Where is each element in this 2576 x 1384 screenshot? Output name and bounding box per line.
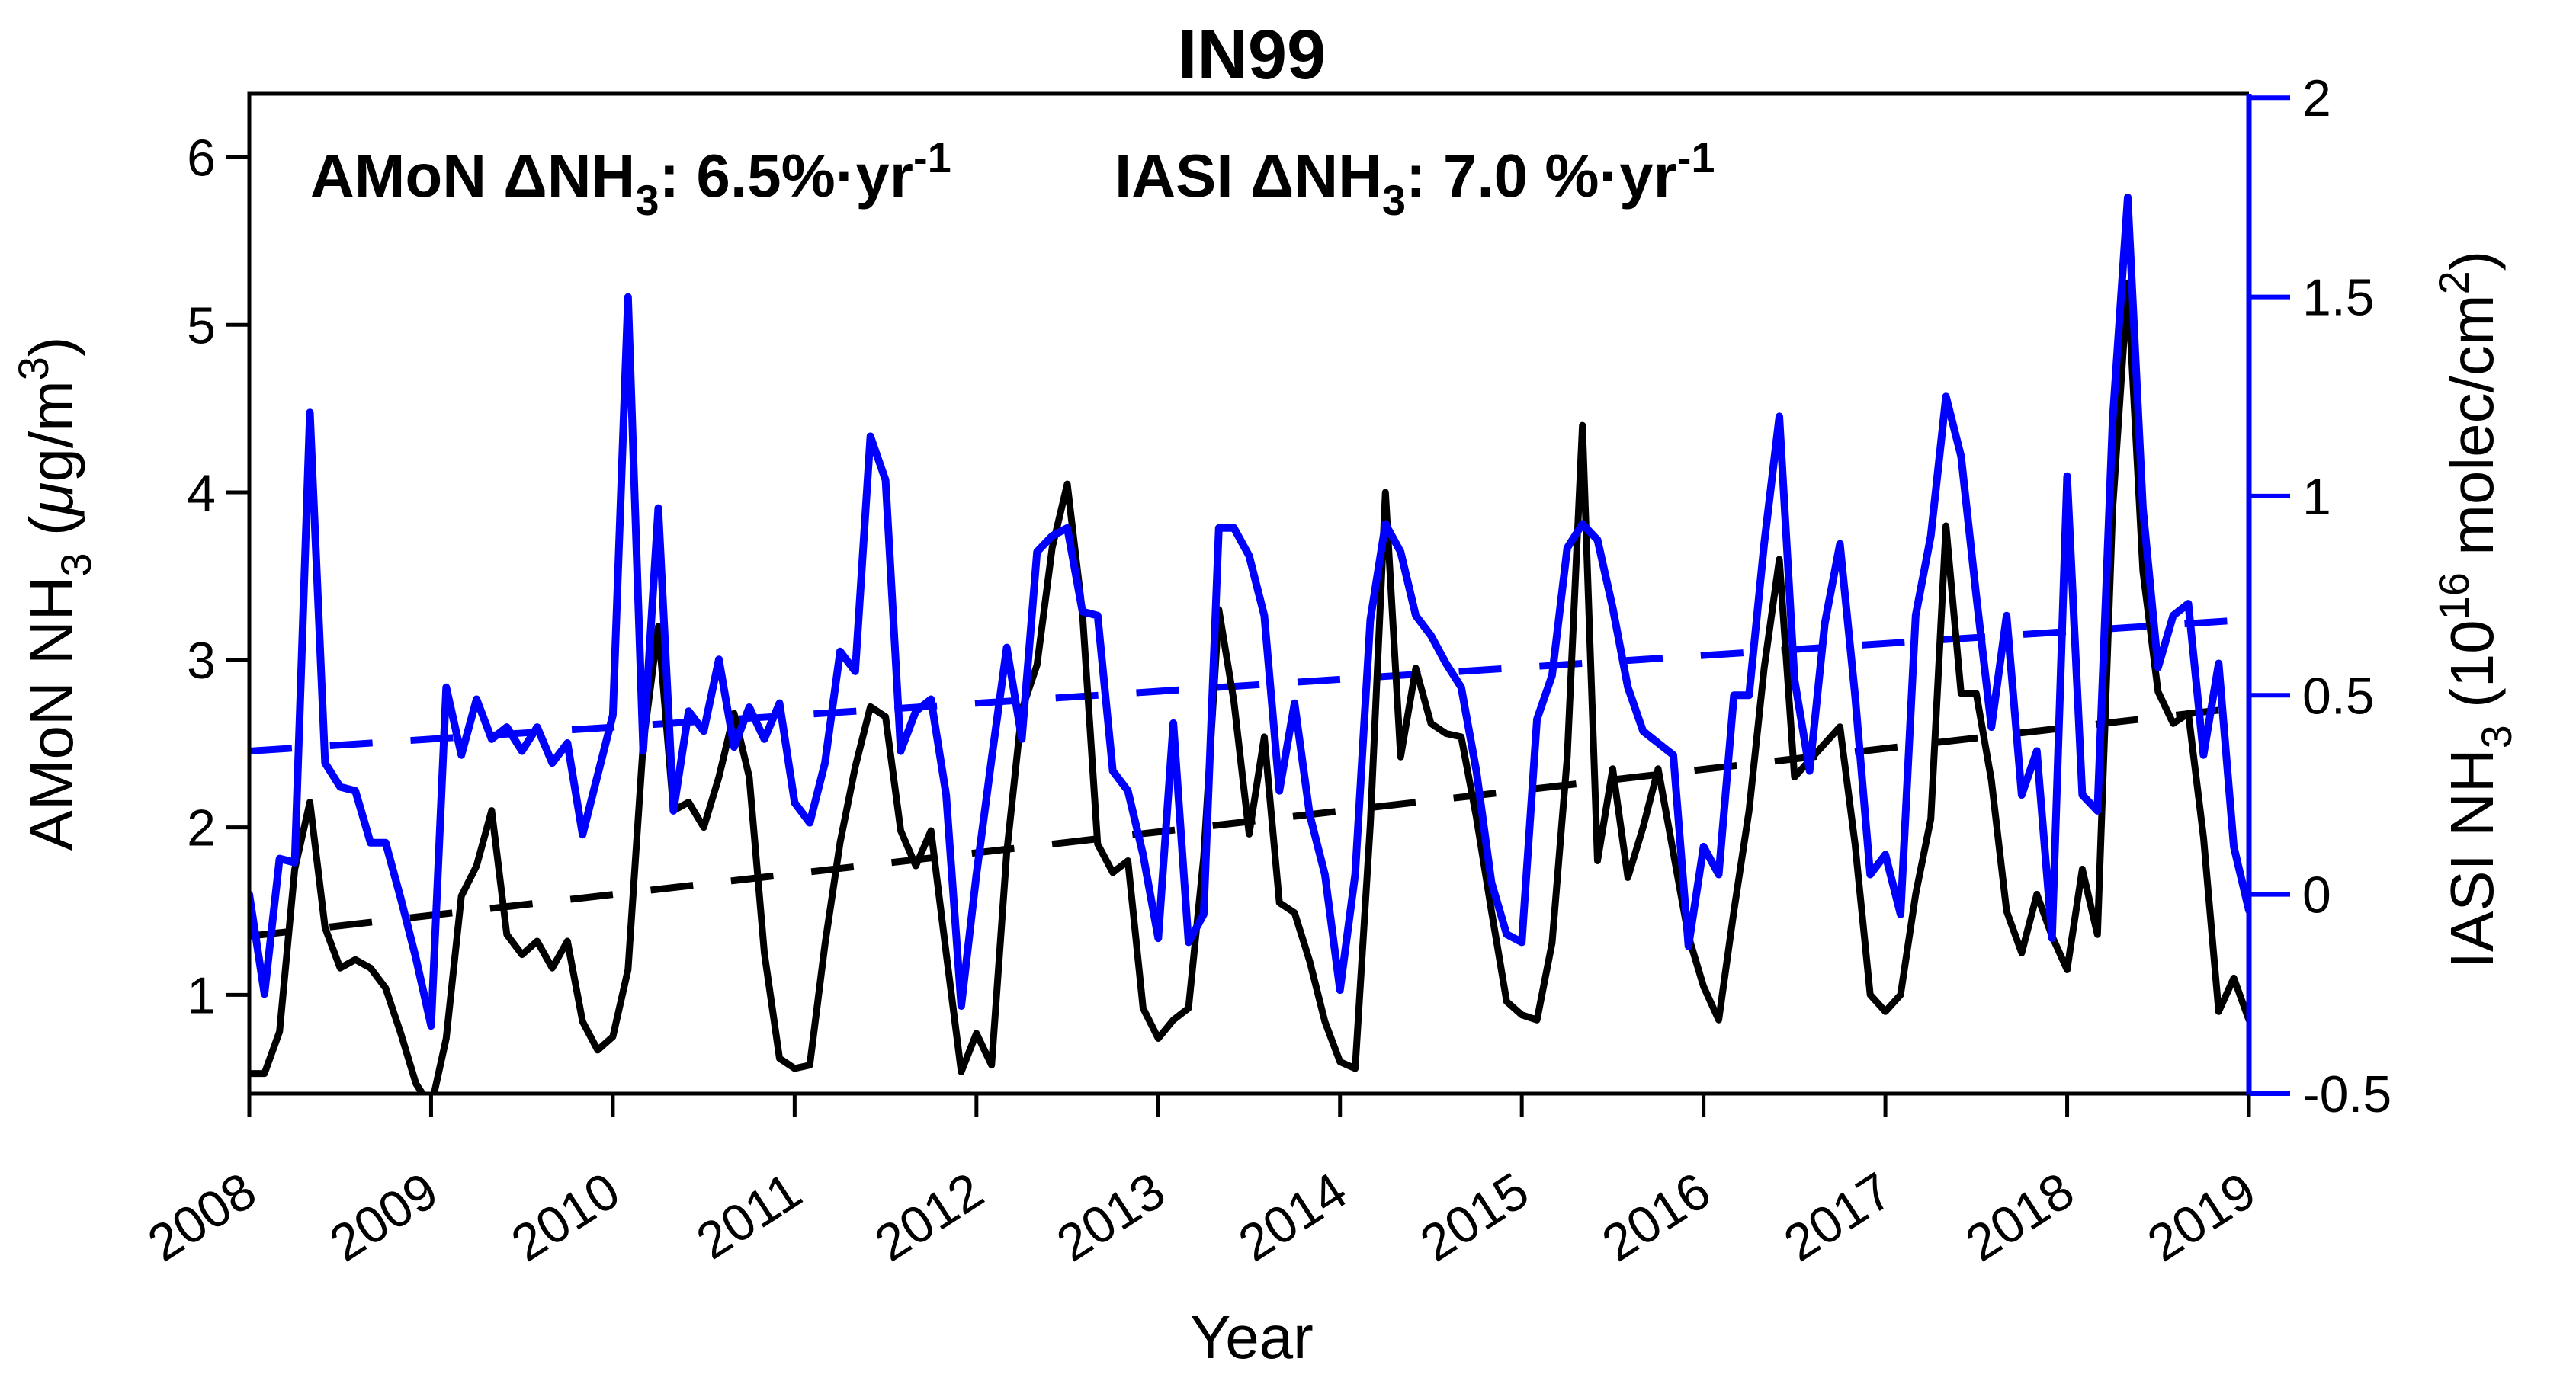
trend-lines-layer <box>249 616 2249 940</box>
svg-text:2009: 2009 <box>319 1161 448 1273</box>
x-axis-title: Year <box>1190 1303 1314 1371</box>
svg-text:2012: 2012 <box>865 1161 993 1273</box>
series-layer <box>249 193 2249 1094</box>
svg-text:2010: 2010 <box>502 1161 630 1273</box>
svg-text:2015: 2015 <box>1410 1161 1538 1273</box>
svg-text:1: 1 <box>2302 468 2331 526</box>
axes-layer <box>226 91 2290 1117</box>
y-axis-title-left: AMoN NH3 (μg/m3) <box>9 336 100 851</box>
svg-text:2014: 2014 <box>1229 1161 1357 1273</box>
svg-text:6: 6 <box>187 130 216 187</box>
svg-text:AMoN NH3 (μg/m3): AMoN NH3 (μg/m3) <box>9 336 100 851</box>
svg-text:2008: 2008 <box>138 1161 266 1273</box>
svg-text:2017: 2017 <box>1774 1161 1902 1273</box>
svg-text:2011: 2011 <box>686 1161 811 1270</box>
svg-text:2018: 2018 <box>1955 1161 2084 1273</box>
y-axis-title-right: IASI NH3 (1016 molec/cm2) <box>2430 251 2520 969</box>
annotations-layer: AMoN ΔNH3: 6.5%·yr-1 IASI ΔNH3: 7.0 %·yr-… <box>310 133 1715 224</box>
svg-text:AMoN ΔNH3: 6.5%·yr-1: AMoN ΔNH3: 6.5%·yr-1 <box>310 133 951 224</box>
svg-text:4: 4 <box>187 464 216 522</box>
chart-title: IN99 <box>1178 16 1326 94</box>
svg-text:2019: 2019 <box>2138 1161 2266 1273</box>
svg-text:2013: 2013 <box>1047 1161 1175 1273</box>
svg-text:-0.5: -0.5 <box>2302 1065 2392 1123</box>
svg-text:3: 3 <box>187 632 216 690</box>
svg-text:2016: 2016 <box>1593 1161 1721 1273</box>
svg-text:1.5: 1.5 <box>2302 269 2375 327</box>
svg-text:5: 5 <box>187 296 216 354</box>
svg-text:IASI ΔNH3: 7.0 %·yr-1: IASI ΔNH3: 7.0 %·yr-1 <box>1115 133 1715 224</box>
svg-text:IASI NH3 (1016 molec/cm2): IASI NH3 (1016 molec/cm2) <box>2430 251 2520 969</box>
svg-text:1: 1 <box>187 966 216 1024</box>
svg-text:0.5: 0.5 <box>2302 667 2375 725</box>
svg-text:2: 2 <box>2302 69 2331 127</box>
svg-text:2: 2 <box>187 799 216 857</box>
svg-text:0: 0 <box>2302 867 2331 924</box>
